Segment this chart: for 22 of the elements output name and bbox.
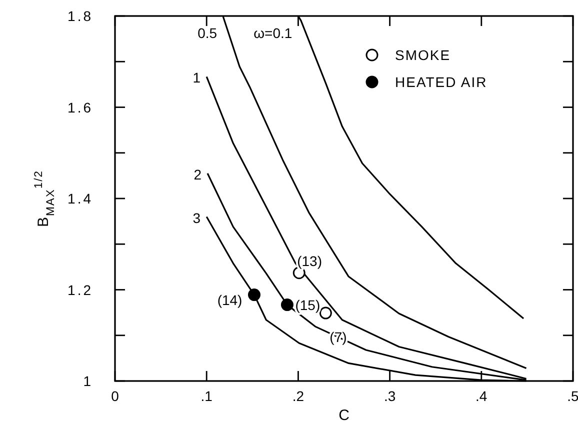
x-tick-label: .3 xyxy=(384,388,396,404)
series-label: ω=0.1 xyxy=(254,25,292,41)
y-tick-label: 1.2 xyxy=(68,282,93,298)
annotation: (13) xyxy=(297,252,322,269)
legend-label: HEATED AIR xyxy=(395,74,488,90)
y-tick-label: 1.8 xyxy=(68,8,93,24)
x-tick-label: .5 xyxy=(567,388,578,404)
legend-label: SMOKE xyxy=(395,47,451,63)
x-axis-title: C xyxy=(338,407,350,422)
x-tick-label: 0 xyxy=(111,388,120,404)
x-tick-label: .4 xyxy=(476,388,488,404)
series-label: 3 xyxy=(192,210,201,226)
y-tick-label: 1 xyxy=(83,373,93,389)
series-label: 0.5 xyxy=(198,25,218,41)
x-tick-label: .1 xyxy=(200,388,213,404)
series-label: 1 xyxy=(192,70,201,86)
x-tick-label: .2 xyxy=(292,388,304,404)
series-label: 2 xyxy=(194,166,202,182)
annotation: (15) xyxy=(295,296,320,313)
y-tick-label: 1.6 xyxy=(68,99,93,116)
annotation: (14) xyxy=(217,292,242,308)
y-tick-label: 1.4 xyxy=(68,190,93,206)
